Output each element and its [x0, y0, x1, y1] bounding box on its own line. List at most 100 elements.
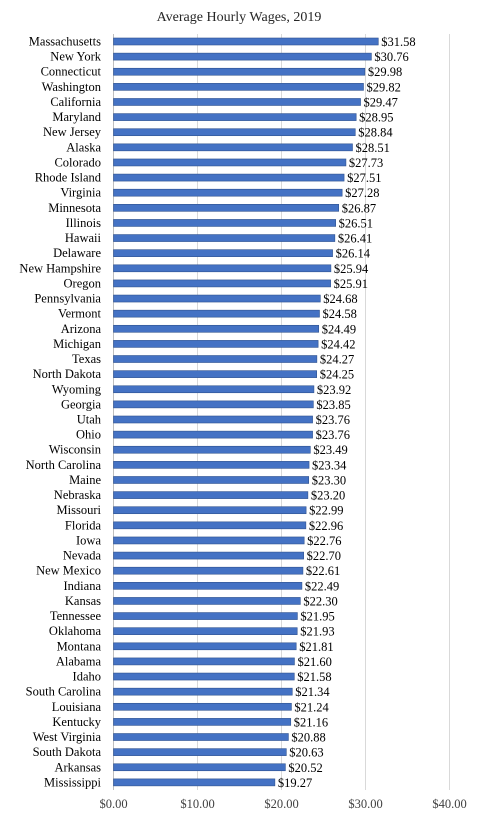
- data-label: $22.70: [307, 549, 341, 563]
- bar: [113, 309, 320, 318]
- category-label: Iowa: [76, 533, 101, 547]
- category-label: Michigan: [53, 337, 102, 351]
- bar: [113, 370, 317, 378]
- data-label: $24.68: [323, 292, 357, 306]
- category-label: Oregon: [64, 276, 102, 290]
- data-label: $23.92: [317, 383, 351, 397]
- value-labels: $31.58$30.76$29.98$29.82$29.47$28.95$28.…: [278, 35, 416, 790]
- data-label: $22.99: [309, 504, 343, 518]
- bar: [113, 733, 289, 741]
- category-label: Florida: [65, 518, 102, 532]
- bar: [113, 597, 301, 605]
- data-label: $26.41: [338, 232, 372, 246]
- data-label: $22.96: [309, 519, 343, 533]
- category-label: North Dakota: [33, 367, 102, 381]
- bar: [113, 158, 347, 167]
- bar: [113, 687, 293, 696]
- data-label: $27.73: [349, 156, 383, 170]
- category-label: Kentucky: [52, 715, 101, 729]
- data-label: $27.28: [345, 186, 379, 200]
- category-label: Illinois: [66, 216, 102, 230]
- bar: [113, 355, 318, 363]
- data-label: $23.30: [312, 473, 346, 487]
- category-label: Mississippi: [44, 775, 101, 789]
- bar: [113, 67, 366, 76]
- bar: [113, 279, 331, 288]
- category-label: Washington: [42, 80, 102, 94]
- category-label: Oklahoma: [49, 624, 102, 638]
- category-label: Indiana: [64, 579, 102, 593]
- data-label: $28.84: [358, 126, 393, 140]
- category-label: Maryland: [52, 110, 101, 124]
- bar: [113, 37, 379, 46]
- data-label: $20.52: [288, 761, 322, 775]
- category-label: New Mexico: [36, 564, 101, 578]
- data-label: $22.30: [303, 594, 337, 608]
- category-label: Alaska: [66, 140, 101, 154]
- category-label: Wyoming: [52, 382, 102, 396]
- category-label: Missouri: [57, 503, 102, 517]
- bars: [113, 37, 379, 787]
- data-label: $28.95: [359, 111, 393, 125]
- data-label: $28.51: [355, 141, 389, 155]
- data-label: $24.58: [322, 307, 356, 321]
- data-label: $30.76: [374, 50, 408, 64]
- category-label: Minnesota: [48, 201, 101, 215]
- x-tick-label: $10.00: [180, 797, 214, 811]
- data-label: $20.63: [289, 746, 323, 760]
- x-tick-label: $0.00: [99, 797, 127, 811]
- data-label: $29.47: [364, 95, 398, 109]
- bar: [113, 627, 298, 635]
- data-label: $29.82: [366, 80, 400, 94]
- bar: [113, 642, 297, 651]
- category-label: Connecticut: [41, 65, 102, 79]
- bar: [113, 143, 353, 152]
- bar: [113, 340, 319, 348]
- bar: [113, 763, 286, 772]
- data-label: $23.76: [316, 413, 350, 427]
- bar: [113, 98, 361, 106]
- category-label: Utah: [77, 413, 102, 427]
- category-label: Vermont: [58, 307, 102, 321]
- category-label: Wisconsin: [49, 443, 102, 457]
- category-label: Tennessee: [50, 609, 102, 623]
- data-label: $22.61: [306, 564, 340, 578]
- bar: [113, 612, 298, 620]
- data-label: $21.58: [297, 670, 331, 684]
- category-label: Montana: [57, 639, 102, 653]
- category-label: South Dakota: [33, 745, 102, 759]
- category-label: Rhode Island: [35, 171, 102, 185]
- category-label: Alabama: [56, 654, 102, 668]
- data-label: $22.76: [307, 534, 341, 548]
- category-label: Hawaii: [65, 231, 102, 245]
- bar: [113, 173, 345, 182]
- category-label: Kansas: [65, 594, 101, 608]
- category-label: Idaho: [73, 670, 101, 684]
- category-label: South Carolina: [26, 685, 102, 699]
- data-label: $21.95: [300, 610, 334, 624]
- bar: [113, 702, 292, 711]
- data-label: $24.42: [321, 337, 355, 351]
- category-label: Arkansas: [54, 760, 101, 774]
- data-label: $23.34: [312, 458, 347, 472]
- data-label: $21.60: [297, 655, 331, 669]
- category-label: Colorado: [54, 155, 101, 169]
- bar: [113, 249, 333, 257]
- data-label: $23.49: [313, 443, 347, 457]
- data-label: $25.91: [334, 277, 368, 291]
- data-label: $27.51: [347, 171, 381, 185]
- category-label: New Hampshire: [19, 261, 101, 275]
- category-label: Arizona: [61, 322, 102, 336]
- bar: [113, 536, 305, 545]
- category-label: Delaware: [53, 246, 101, 260]
- bar: [113, 113, 357, 121]
- data-label: $21.93: [300, 625, 334, 639]
- bar: [113, 778, 276, 787]
- category-label: Texas: [72, 352, 101, 366]
- bar: [113, 672, 295, 681]
- bar: [113, 385, 315, 394]
- bar: [113, 400, 314, 409]
- data-label: $26.14: [336, 247, 371, 261]
- bar: [113, 582, 303, 590]
- bar: [113, 551, 304, 560]
